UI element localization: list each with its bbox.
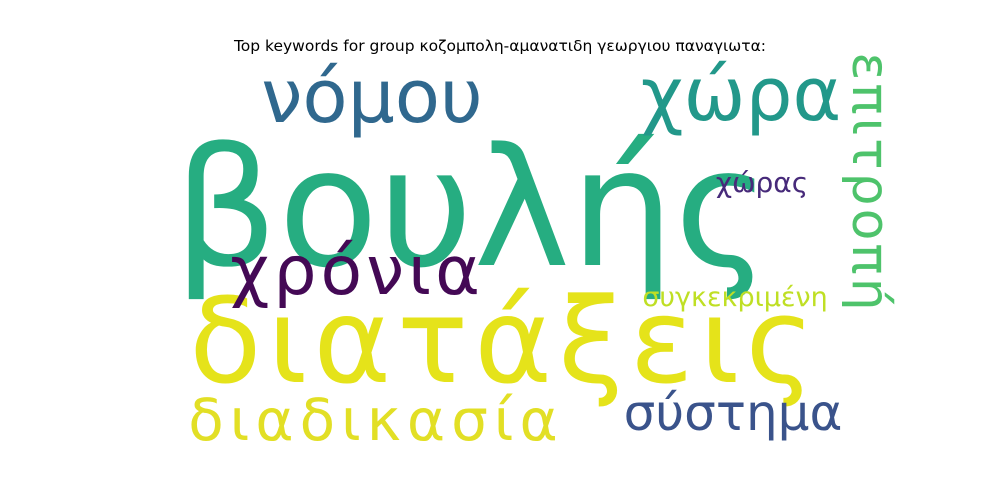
cloud-title: Top keywords for group κοζομπολη-αμανατι… (233, 37, 767, 55)
word-xora: χώρα (641, 52, 841, 138)
word-xronia: χρόνια (230, 232, 484, 311)
word-systima: σύστημα (624, 384, 843, 442)
word-xoras: χώρας (716, 166, 808, 199)
word-diatakseis: διατάξεις (189, 272, 821, 410)
word-vouli: βουλής (173, 113, 770, 304)
word-sygkekrimeni: συγκεκριμένη (642, 282, 827, 313)
word-epitropi: επιτροπή (840, 52, 900, 313)
word-nomou: νόμου (261, 54, 483, 140)
word-diadikasia: διαδικασία (188, 386, 564, 454)
